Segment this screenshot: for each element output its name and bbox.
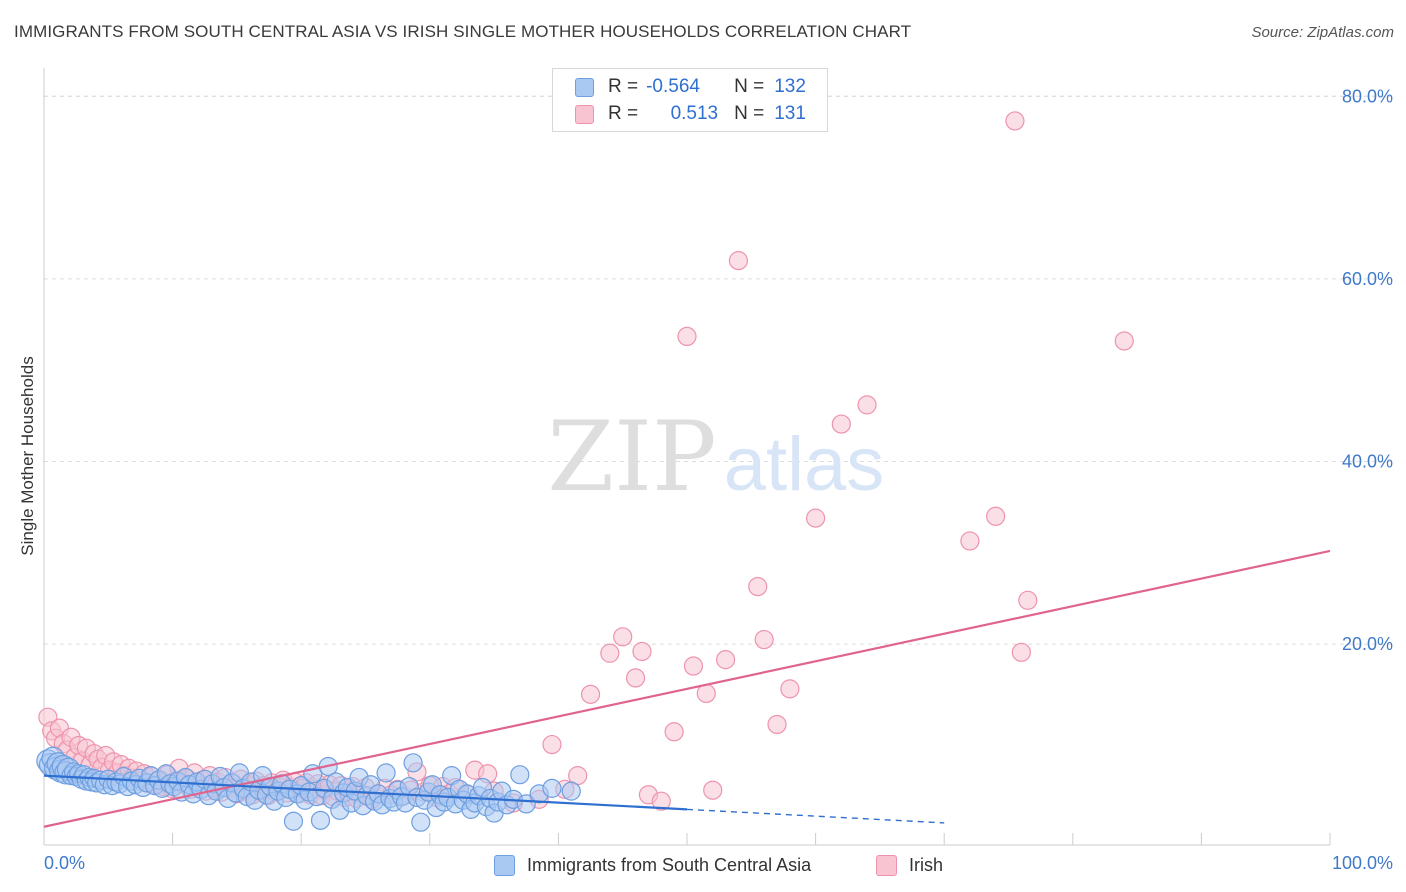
immigrants-point <box>411 812 431 832</box>
watermark-atlas: atlas <box>724 422 885 507</box>
immigrants-point <box>403 753 423 773</box>
y-tick-label: 40.0% <box>1342 452 1393 472</box>
stats-row-immigrants: R = -0.564 N = 132 <box>575 74 806 100</box>
irish-point <box>748 576 768 597</box>
n-value: 132 <box>774 76 806 97</box>
y-tick-label: 80.0% <box>1342 86 1393 106</box>
immigrants-point <box>510 765 530 785</box>
immigrants-trendline-extension <box>686 808 945 824</box>
irish-point <box>986 506 1006 526</box>
irish-point <box>625 668 646 688</box>
stats-legend: R = -0.564 N = 132 R = 0.513 N = 131 <box>552 68 828 132</box>
irish-point <box>1011 642 1031 662</box>
irish-point <box>613 627 633 647</box>
stats-row-irish: R = 0.513 N = 131 <box>575 101 806 127</box>
irish-point <box>600 643 620 663</box>
watermark: ZIP atlas <box>547 401 884 513</box>
immigrants-point <box>310 810 331 830</box>
irish-point <box>805 508 826 528</box>
immigrants-swatch <box>575 77 594 97</box>
r-label: R = <box>608 103 639 124</box>
irish-point <box>715 650 736 670</box>
irish-point <box>651 791 671 811</box>
source-credit: Source: ZipAtlas.com <box>1251 24 1394 41</box>
r-value: -0.564 <box>646 76 700 97</box>
irish-point <box>542 734 562 755</box>
immigrants-point <box>542 778 562 798</box>
x-tick-label-max: 100.0% <box>1332 853 1393 873</box>
irish-point <box>703 780 723 800</box>
irish-trendline <box>43 549 1331 828</box>
watermark-zip: ZIP <box>547 401 716 513</box>
legend-label: Immigrants from South Central Asia <box>527 854 812 875</box>
immigrants-legend-swatch <box>494 854 515 876</box>
n-label: N = <box>734 103 765 124</box>
irish-point <box>664 722 684 742</box>
chart-title: IMMIGRANTS FROM SOUTH CENTRAL ASIA VS IR… <box>14 22 912 41</box>
immigrants-trendline <box>43 774 688 811</box>
y-tick-label: 20.0% <box>1342 634 1393 654</box>
tick-labels: 20.0% 40.0% 60.0% 80.0% 0.0% 100.0% <box>44 86 1393 873</box>
irish-point <box>754 629 774 650</box>
n-value: 131 <box>774 103 806 124</box>
irish-point <box>1005 111 1025 131</box>
legend-item-immigrants: Immigrants from South Central Asia <box>494 852 811 878</box>
immigrants-point <box>561 781 581 801</box>
gridlines <box>44 95 1392 645</box>
immigrants-points <box>36 746 581 832</box>
irish-point <box>780 679 800 699</box>
irish-point <box>677 326 697 347</box>
irish-point <box>960 531 980 551</box>
irish-point <box>632 641 652 662</box>
irish-point <box>1114 331 1134 351</box>
y-tick-label: 60.0% <box>1342 269 1393 289</box>
irish-swatch <box>575 104 594 124</box>
irish-point <box>1018 590 1038 610</box>
irish-point <box>857 395 877 415</box>
immigrants-point <box>376 763 396 783</box>
irish-point <box>580 684 601 704</box>
irish-point <box>831 414 851 434</box>
immigrants-point <box>516 794 536 814</box>
irish-point <box>767 714 787 735</box>
legend-item-irish: Irish <box>876 852 943 878</box>
r-label: R = <box>608 76 639 97</box>
irish-point <box>728 251 749 271</box>
legend-label: Irish <box>909 854 944 875</box>
r-value: 0.513 <box>670 103 719 124</box>
irish-point <box>683 656 704 676</box>
irish-legend-swatch <box>876 854 897 876</box>
n-label: N = <box>734 76 765 97</box>
trendlines <box>43 549 1331 828</box>
immigrants-point <box>283 811 304 831</box>
x-tick-label-min: 0.0% <box>44 853 85 873</box>
